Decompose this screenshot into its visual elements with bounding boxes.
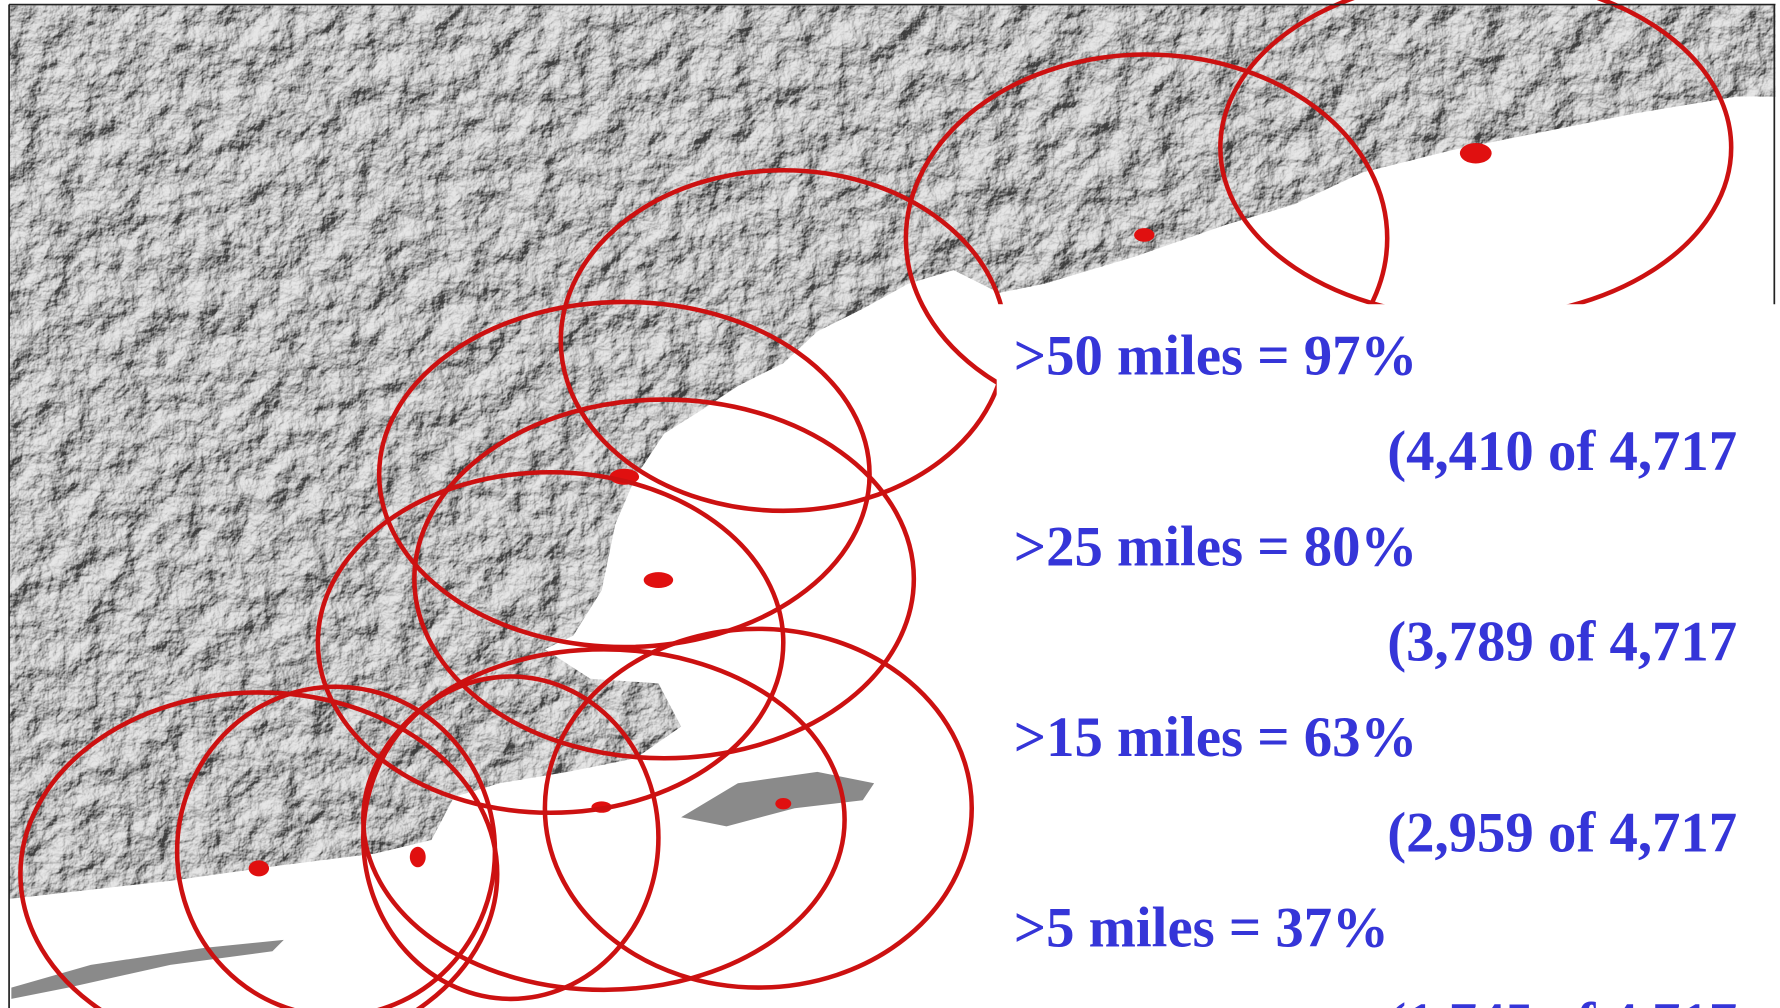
stat-summary: >15 miles = 63% [1014,706,1418,769]
stat-detail: (3,789 of 4,717 [1387,611,1737,674]
stats: >50 miles = 97% (4,410 of 4,717 >25 miles … [1014,325,1737,1008]
city [775,798,792,810]
city [248,860,270,877]
text-panel [996,304,1780,1008]
city [1134,228,1155,242]
radius-circle [18,690,500,1008]
stat-detail: (1,745 of 4,717 [1387,992,1737,1008]
island [11,939,284,999]
city [643,572,674,588]
stat-summary: >5 miles = 37% [1014,897,1389,960]
radius-circle [412,397,917,761]
stat-detail: (4,410 of 4,717 [1387,420,1737,483]
city [409,846,426,868]
stat-detail: (2,959 of 4,717 [1387,801,1737,864]
island [681,771,875,827]
radius-circle [542,626,975,990]
radius-circle [360,674,661,1002]
stat-summary: >50 miles = 97% [1014,325,1418,388]
radius-circle [315,469,786,816]
stat-summary: >25 miles = 80% [1014,515,1418,578]
frame [8,3,1776,1008]
city [1459,143,1492,164]
